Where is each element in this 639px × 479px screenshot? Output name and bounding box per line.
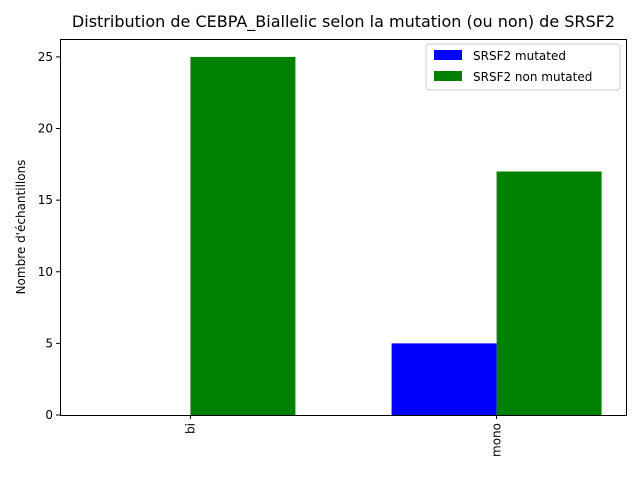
bar-srsf2-non-mutated-mono: [496, 171, 602, 415]
y-tick-label: 15: [38, 193, 53, 207]
legend-entry: SRSF2 non mutated: [473, 70, 592, 84]
x-tick-label-bi: bi: [183, 423, 197, 434]
y-tick-label: 0: [45, 408, 53, 422]
bar-srsf2-non-mutated-bi: [190, 56, 296, 416]
chart-title: Distribution de CEBPA_Biallelic selon la…: [72, 12, 615, 32]
y-tick-label: 25: [38, 50, 53, 64]
plot-frame: [60, 39, 627, 416]
x-tick-label-mono: mono: [490, 423, 504, 457]
x-axis: bi mono: [183, 415, 504, 457]
legend-entry: SRSF2 mutated: [473, 49, 566, 63]
y-tick-label: 20: [38, 122, 53, 136]
legend-swatch: [434, 71, 462, 81]
legend: SRSF2 mutated SRSF2 non mutated: [425, 43, 621, 91]
bar-srsf2-mutated-mono: [391, 343, 497, 415]
y-axis: 0 5 10 15 20 25: [38, 50, 60, 422]
y-tick-label: 5: [45, 336, 53, 350]
legend-swatch: [434, 50, 462, 60]
legend-box: [425, 43, 621, 91]
y-axis-label: Nombre d'échantillons: [14, 160, 28, 295]
y-tick-label: 10: [38, 265, 53, 279]
bars-layer: [190, 56, 602, 416]
